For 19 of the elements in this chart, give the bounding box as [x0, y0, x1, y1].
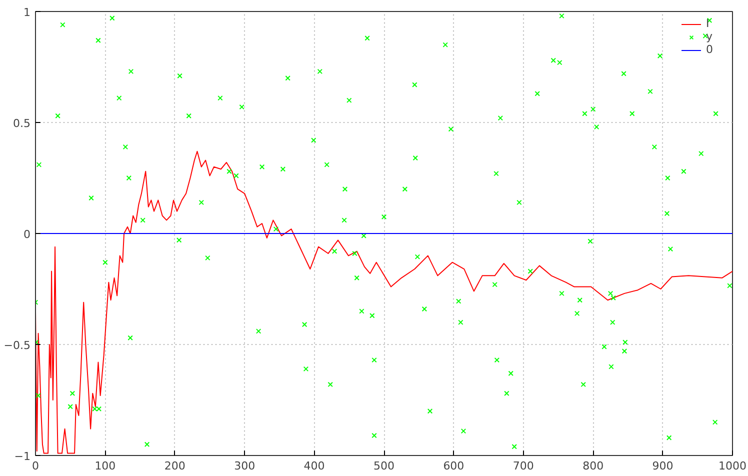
x-tick-label: 600 [443, 460, 464, 472]
y-tick-label: 0 [24, 228, 30, 241]
x-tick-label: 900 [652, 460, 674, 472]
y-tick-label: 0.5 [13, 117, 31, 130]
x-tick-label: 0 [32, 460, 39, 472]
x-tick-label: 800 [582, 460, 604, 472]
x-tick-label: 1000 [718, 460, 747, 472]
legend-label: y [706, 30, 714, 43]
y-tick-label: −1 [14, 450, 31, 463]
x-tick-label: 700 [512, 460, 534, 472]
x-tick-label: 500 [374, 460, 394, 472]
x-tick-label: 400 [304, 460, 325, 472]
y-tick-label: 1 [24, 6, 30, 19]
y-tick-label: −0.5 [4, 339, 31, 352]
x-tick-label: 100 [94, 460, 116, 472]
x-tick-label: 300 [234, 460, 256, 472]
legend-label: 0 [706, 43, 714, 56]
x-tick-label: 200 [164, 460, 186, 472]
legend-label: I [706, 17, 710, 30]
